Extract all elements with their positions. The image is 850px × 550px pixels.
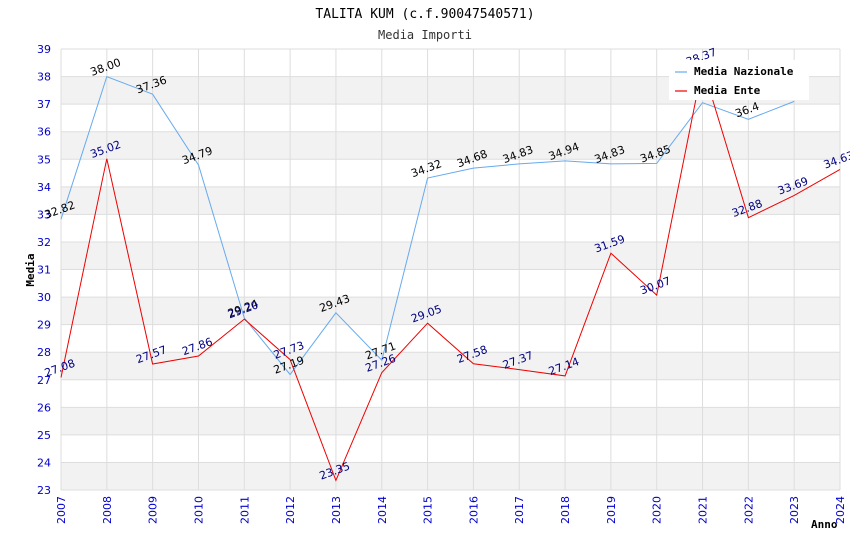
- y-tick-label: 30: [37, 291, 51, 304]
- x-tick-label: 2016: [467, 496, 480, 524]
- y-tick-label: 28: [37, 346, 51, 359]
- band: [61, 186, 840, 215]
- gridlines: [60, 48, 841, 491]
- band: [61, 324, 840, 353]
- x-tick-label: 2017: [513, 496, 526, 524]
- x-tick-label: 2011: [238, 496, 251, 524]
- x-tick-label: 2018: [559, 496, 572, 524]
- band: [61, 104, 840, 132]
- x-tick-label: 2014: [376, 496, 389, 524]
- y-tick-label: 24: [37, 456, 51, 469]
- x-tick-label: 2023: [788, 496, 801, 524]
- y-tick-label: 23: [37, 484, 51, 497]
- chart-subtitle: Media Importi: [378, 28, 472, 42]
- band: [61, 131, 840, 160]
- x-tick-label: 2024: [834, 496, 847, 524]
- y-tick-label: 34: [37, 181, 51, 194]
- y-tick-label: 36: [37, 126, 51, 139]
- x-tick-label: 2021: [697, 496, 710, 524]
- band: [61, 297, 840, 325]
- y-tick-label: 39: [37, 43, 51, 56]
- band: [61, 379, 840, 408]
- legend-label-ente: Media Ente: [694, 84, 761, 97]
- y-tick-label: 29: [37, 319, 51, 332]
- y-tick-labels: 23 24 25 26 27 28 29 30 31 32 33 34 35 36 37 38 39: [37, 43, 51, 497]
- band: [61, 407, 840, 435]
- x-tick-label: 2022: [742, 496, 755, 524]
- x-tick-labels: 2007 2008 2009 2010 2011 2012 2013 2014 2015 2016…: [55, 496, 847, 524]
- x-axis-label: Anno: [811, 518, 838, 531]
- band: [61, 434, 840, 463]
- x-tick-label: 2019: [605, 496, 618, 524]
- y-tick-label: 31: [37, 264, 51, 277]
- x-tick-label: 2012: [284, 496, 297, 524]
- y-tick-label: 37: [37, 98, 51, 111]
- legend-label-nazionale: Media Nazionale: [694, 65, 794, 78]
- legend-box: [669, 60, 809, 100]
- y-tick-label: 26: [37, 401, 51, 414]
- y-tick-label: 33: [37, 208, 51, 221]
- y-tick-label: 32: [37, 236, 51, 249]
- band: [61, 462, 840, 490]
- y-tick-label: 25: [37, 429, 51, 442]
- legend: Media Nazionale Media Ente: [669, 60, 809, 100]
- band: [61, 241, 840, 270]
- x-tick-label: 2009: [147, 496, 160, 524]
- band: [61, 352, 840, 380]
- y-axis-label: Media: [24, 253, 37, 286]
- series-line-nazionale: [60, 75, 795, 376]
- y-tick-label: 27: [37, 374, 51, 387]
- y-tick-label: 38: [37, 71, 51, 84]
- x-tick-label: 2010: [192, 496, 205, 524]
- y-tick-label: 35: [37, 153, 51, 166]
- band: [61, 214, 840, 242]
- x-tick-label: 2007: [55, 496, 68, 524]
- x-tick-label: 2020: [651, 496, 664, 524]
- x-tick-label: 2008: [101, 496, 114, 524]
- band: [61, 269, 840, 298]
- plot-background-bands: [61, 49, 840, 490]
- x-tick-label: 2013: [330, 496, 343, 524]
- chart-title: TALITA KUM (c.f.90047540571): [315, 7, 534, 22]
- x-tick-label: 2015: [422, 496, 435, 524]
